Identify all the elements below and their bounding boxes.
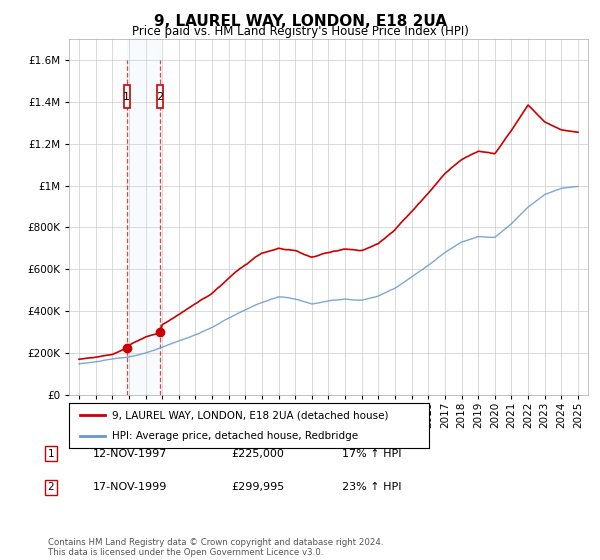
Text: 17% ↑ HPI: 17% ↑ HPI xyxy=(342,449,401,459)
Text: HPI: Average price, detached house, Redbridge: HPI: Average price, detached house, Redb… xyxy=(112,431,358,441)
Text: Contains HM Land Registry data © Crown copyright and database right 2024.
This d: Contains HM Land Registry data © Crown c… xyxy=(48,538,383,557)
Text: 9, LAUREL WAY, LONDON, E18 2UA (detached house): 9, LAUREL WAY, LONDON, E18 2UA (detached… xyxy=(112,410,389,421)
Text: Price paid vs. HM Land Registry's House Price Index (HPI): Price paid vs. HM Land Registry's House … xyxy=(131,25,469,38)
Text: £299,995: £299,995 xyxy=(231,482,284,492)
FancyBboxPatch shape xyxy=(124,85,130,108)
Text: 2: 2 xyxy=(157,92,164,102)
Text: 23% ↑ HPI: 23% ↑ HPI xyxy=(342,482,401,492)
Text: 1: 1 xyxy=(123,92,130,102)
Text: £225,000: £225,000 xyxy=(231,449,284,459)
Text: 9, LAUREL WAY, LONDON, E18 2UA: 9, LAUREL WAY, LONDON, E18 2UA xyxy=(154,14,446,29)
Bar xyxy=(127,39,160,395)
Text: 17-NOV-1999: 17-NOV-1999 xyxy=(93,482,167,492)
Text: 2: 2 xyxy=(47,482,55,492)
Text: 12-NOV-1997: 12-NOV-1997 xyxy=(93,449,167,459)
FancyBboxPatch shape xyxy=(157,85,163,108)
Text: 1: 1 xyxy=(47,449,55,459)
